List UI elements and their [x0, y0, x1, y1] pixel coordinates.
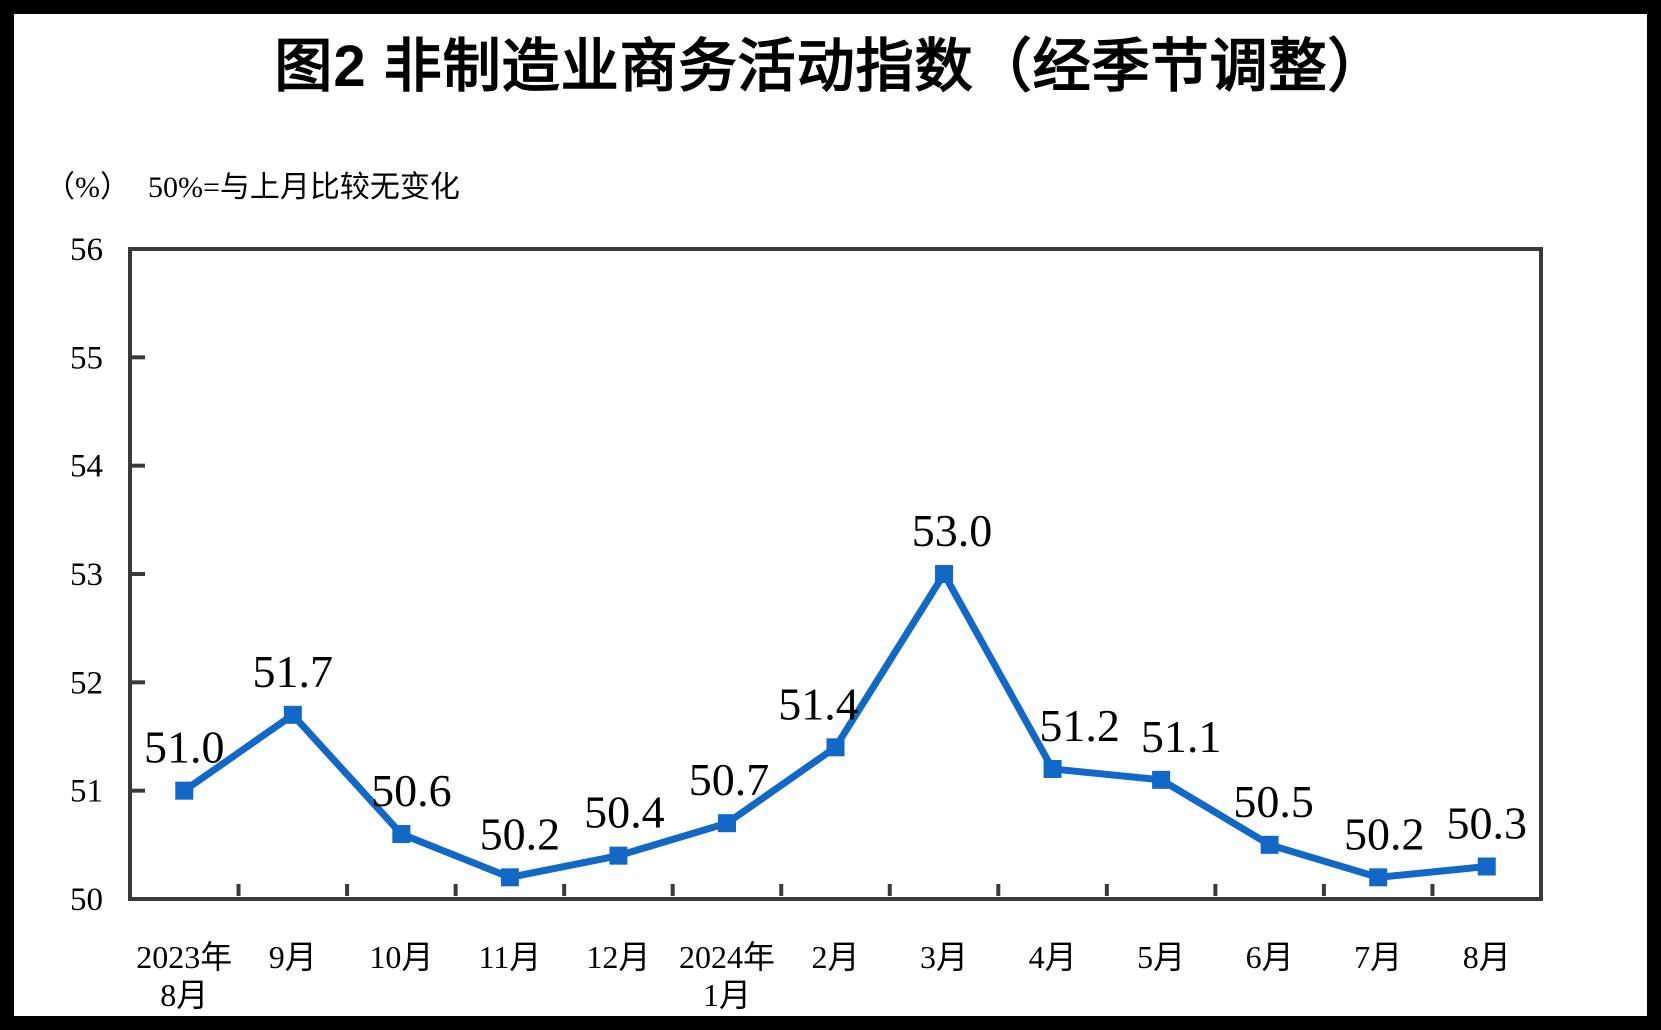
chart-title: 图2 非制造业商务活动指数（经季节调整） [274, 34, 1387, 99]
data-point-marker [609, 846, 628, 865]
data-point-label: 51.7 [253, 646, 334, 697]
x-axis-label: 10月 [369, 939, 433, 975]
y-axis-label: 55 [70, 340, 103, 376]
x-axis-label: 3月 [920, 939, 968, 975]
data-point-marker [500, 868, 519, 887]
x-axis-label: 2024年 [679, 939, 775, 975]
chart-subtitle: （%） 50%=与上月比较无变化 [45, 162, 460, 206]
data-point-label: 50.4 [584, 787, 665, 838]
baseline-note: 50%=与上月比较无变化 [148, 171, 460, 204]
data-point-label: 51.1 [1141, 711, 1222, 762]
x-axis-label: 7月 [1354, 939, 1402, 975]
plot-border [128, 247, 1543, 901]
data-point-marker [717, 814, 736, 833]
data-point-label: 50.2 [1344, 808, 1425, 859]
x-axis-label: 12月 [586, 939, 650, 975]
data-point-marker [826, 738, 845, 757]
data-point-label: 51.0 [144, 722, 225, 773]
x-axis-label: 8月 [1463, 939, 1511, 975]
data-point-marker [1477, 857, 1496, 876]
x-axis-label: 8月 [160, 977, 208, 1013]
data-point-marker [283, 705, 302, 724]
data-point-label: 50.2 [480, 808, 561, 859]
y-axis-label: 52 [70, 665, 103, 701]
data-point-label: 51.2 [1039, 700, 1120, 751]
x-axis-label: 9月 [269, 939, 317, 975]
x-axis-label: 1月 [703, 977, 751, 1013]
y-axis-label: 53 [70, 557, 103, 593]
data-point-marker [1260, 835, 1279, 854]
y-axis-label: 51 [70, 774, 103, 810]
data-point-label: 50.3 [1446, 798, 1527, 849]
data-point-label: 50.6 [371, 765, 452, 816]
data-point-marker [1043, 760, 1062, 778]
data-point-label: 53.0 [912, 505, 993, 556]
data-point-marker [935, 565, 954, 583]
x-axis-label: 2023年 [136, 939, 232, 975]
y-axis-label: 56 [70, 232, 103, 268]
y-axis-label: 54 [70, 449, 103, 485]
data-point-label: 50.7 [689, 754, 770, 805]
data-point-marker [1152, 770, 1171, 789]
x-axis-label: 5月 [1137, 939, 1185, 975]
data-point-marker [1369, 868, 1388, 887]
x-axis-label: 4月 [1029, 939, 1077, 975]
data-point-marker [392, 825, 411, 843]
y-axis-label: 50 [70, 882, 103, 918]
data-point-label: 50.5 [1233, 776, 1314, 827]
x-axis-label: 6月 [1246, 939, 1294, 975]
unit-label: （%） [45, 171, 130, 204]
x-axis-label: 2月 [811, 939, 859, 975]
data-point-marker [175, 781, 194, 800]
x-axis-label: 11月 [478, 939, 541, 975]
data-point-label: 51.4 [778, 678, 859, 729]
